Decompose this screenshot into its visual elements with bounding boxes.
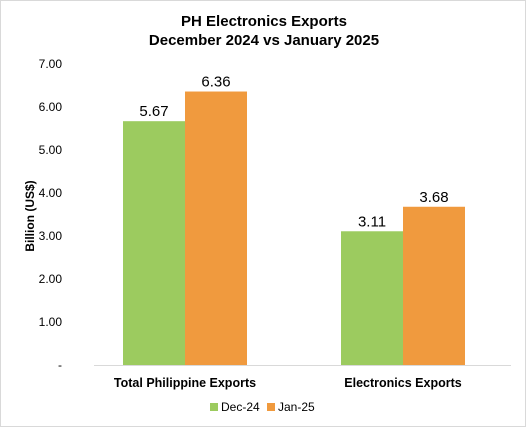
data-label: 5.67 — [139, 103, 168, 120]
chart-title-line-1: PH Electronics Exports — [181, 13, 347, 30]
x-axis-categories: Total Philippine Exports Electronics Expo… — [114, 376, 462, 390]
y-axis-label: Billion (US$) — [23, 180, 37, 251]
data-label: 6.36 — [201, 74, 230, 91]
y-tick-label: 5.00 — [39, 143, 63, 157]
y-tick-label: 7.00 — [39, 57, 63, 71]
data-label: 3.11 — [358, 213, 386, 230]
bars-group — [123, 91, 465, 366]
bar-jan-25-electronics — [403, 206, 465, 365]
y-tick-label: 1.00 — [39, 315, 63, 329]
bar-dec-24-electronics — [341, 231, 403, 365]
y-tick-label: 2.00 — [39, 272, 63, 286]
y-tick-label: 4.00 — [39, 186, 63, 200]
bar-jan-25-total — [185, 91, 247, 366]
x-category-label: Electronics Exports — [344, 376, 461, 390]
data-label: 3.68 — [419, 189, 448, 206]
legend-label: Dec-24 — [221, 400, 260, 414]
chart-title-line-2: December 2024 vs January 2025 — [149, 32, 379, 49]
legend-swatch — [267, 403, 275, 411]
y-tick-label: 3.00 — [39, 229, 63, 243]
legend-swatch — [210, 403, 218, 411]
y-tick-label: - — [58, 358, 62, 372]
legend-label: Jan-25 — [278, 400, 315, 414]
y-axis-ticks: - 1.00 2.00 3.00 4.00 5.00 6.00 7.00 — [39, 57, 63, 372]
data-labels-group: 5.67 6.36 3.11 3.68 — [139, 74, 448, 231]
legend: Dec-24 Jan-25 — [210, 400, 315, 414]
x-category-label: Total Philippine Exports — [114, 376, 256, 390]
y-tick-label: 6.00 — [39, 100, 63, 114]
bar-dec-24-total — [123, 121, 185, 365]
